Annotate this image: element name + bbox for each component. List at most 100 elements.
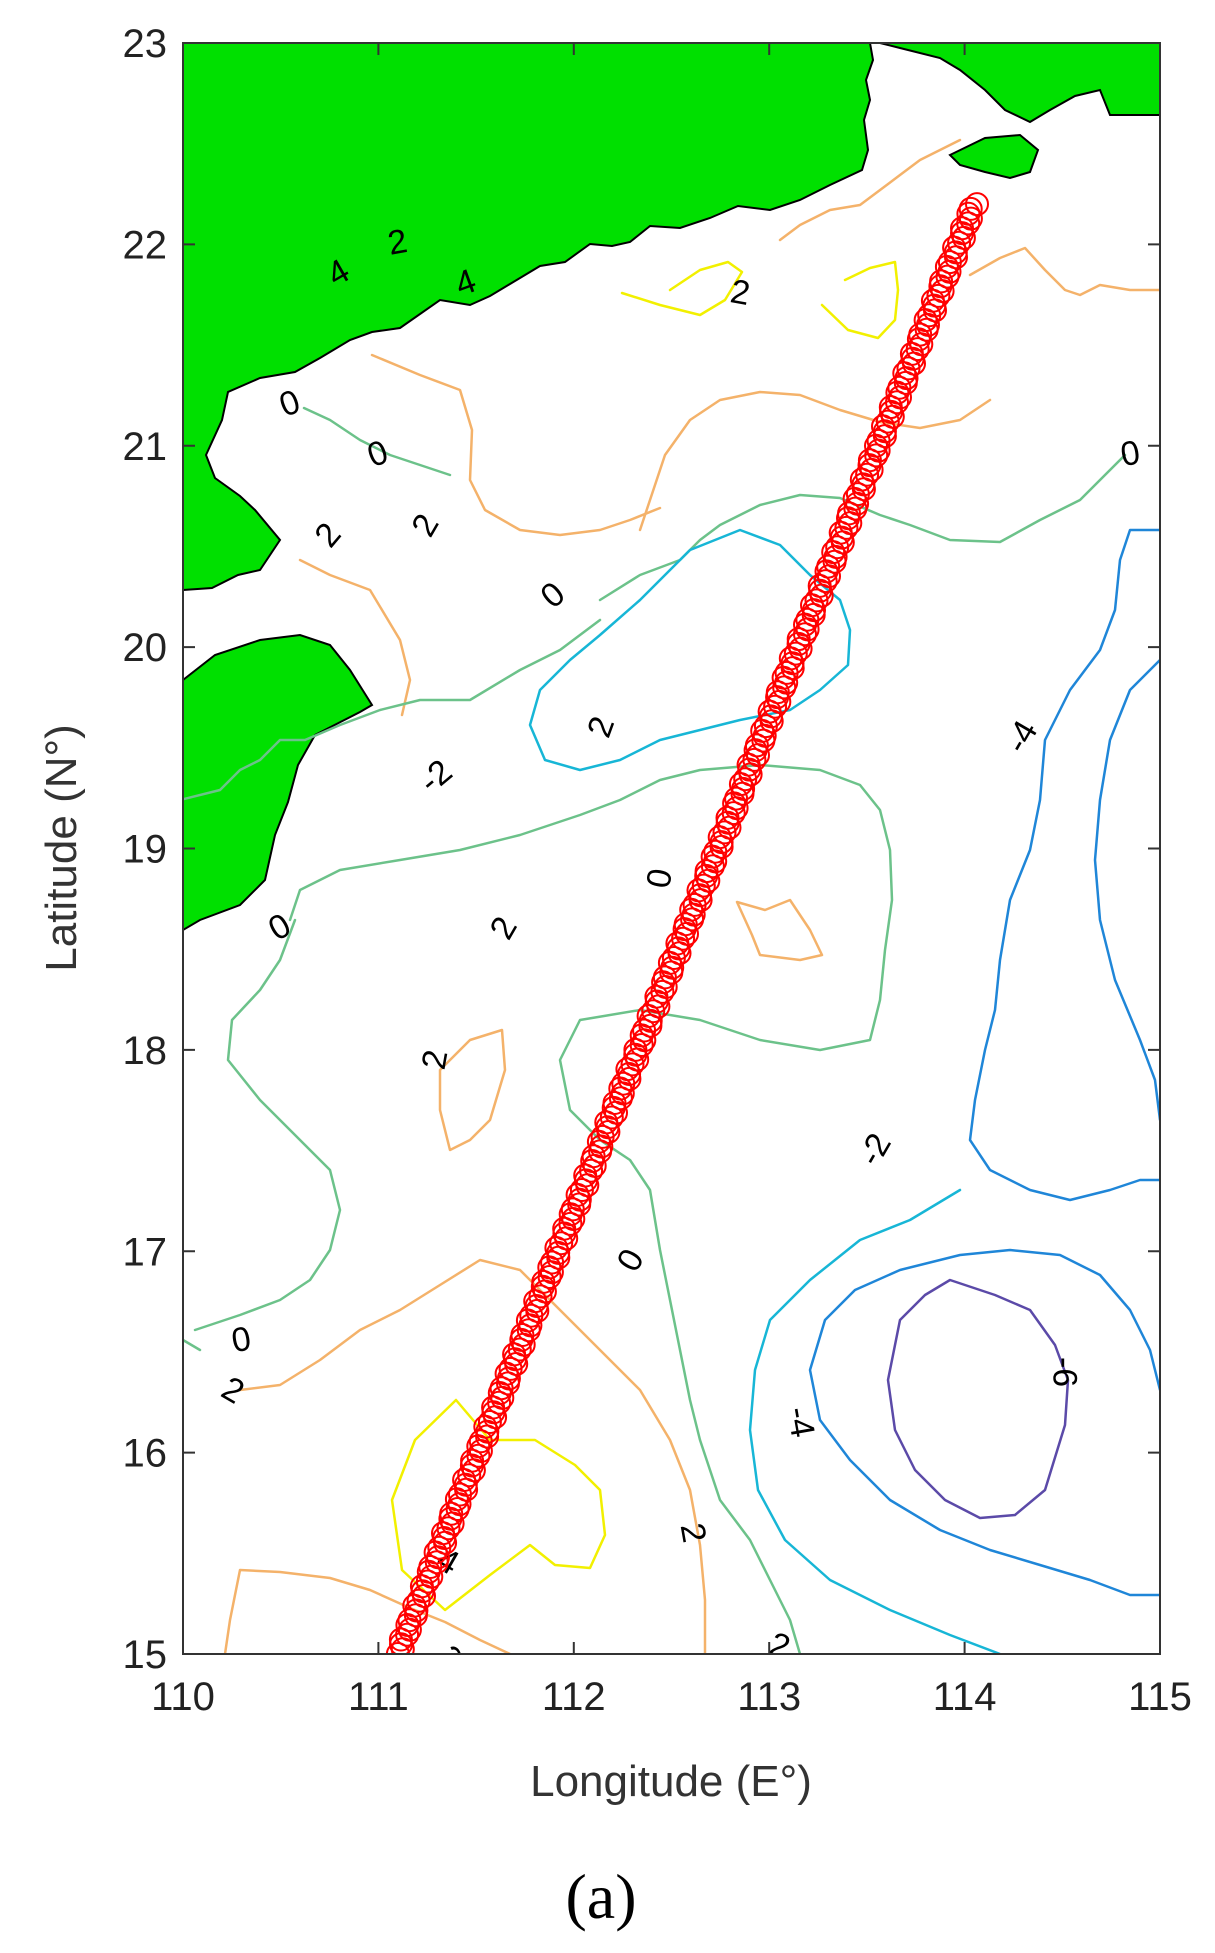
contour-line <box>390 1398 607 1612</box>
y-tick-label: 23 <box>123 22 168 66</box>
contour-line <box>298 558 412 717</box>
contour-line <box>1093 658 1160 1122</box>
track-point <box>531 1269 556 1294</box>
contour-line <box>968 246 1160 297</box>
track-point <box>579 1158 604 1183</box>
track-point <box>460 1448 485 1473</box>
contour-line <box>748 1188 1002 1654</box>
panel-label: (a) <box>565 1861 636 1932</box>
track-point <box>956 201 981 226</box>
track-point <box>965 192 989 217</box>
y-tick-label: 21 <box>123 425 168 469</box>
y-tick-label: 19 <box>123 828 168 872</box>
track-point <box>813 569 838 594</box>
x-tick-label: 113 <box>737 1675 801 1719</box>
x-tick-label: 114 <box>933 1675 997 1719</box>
track-point <box>958 206 983 231</box>
track-point <box>439 1501 464 1526</box>
track-point <box>650 979 675 1004</box>
track-point <box>599 1105 624 1130</box>
track-point <box>763 694 788 719</box>
track-point <box>558 1211 583 1236</box>
contour-line <box>183 618 602 801</box>
track-point <box>947 230 972 255</box>
y-tick-label: 17 <box>123 1230 168 1274</box>
track-point <box>712 820 737 845</box>
contour-line <box>288 763 894 1654</box>
track-point <box>528 1284 553 1309</box>
contour-line <box>223 1568 512 1654</box>
track-point <box>629 1033 654 1057</box>
track-point <box>623 1037 648 1062</box>
track-point <box>487 1390 512 1415</box>
land-island <box>948 133 1040 180</box>
x-axis: 110 111 112 113 114 115 <box>151 43 1192 1719</box>
track-point <box>875 409 900 434</box>
track-point <box>834 515 859 540</box>
track-point <box>721 801 746 826</box>
y-tick-label: 20 <box>123 626 168 670</box>
y-tick-label: 16 <box>123 1432 168 1476</box>
x-tick-label: 111 <box>348 1675 409 1719</box>
track-point <box>956 211 981 236</box>
y-axis-label: Latitude (N°) <box>37 724 86 971</box>
x-tick-label: 110 <box>151 1675 215 1719</box>
y-axis: 15 16 17 18 19 20 21 22 23 <box>123 22 1160 1677</box>
track-point <box>620 1052 645 1077</box>
contour-label: -4 <box>779 1404 822 1440</box>
contour-line <box>193 918 342 1332</box>
contour-lines <box>183 138 1160 1654</box>
track-point <box>415 1569 440 1594</box>
track-point <box>950 216 974 241</box>
track-point <box>507 1337 532 1362</box>
land-mainland <box>183 43 875 592</box>
track-point <box>855 462 880 487</box>
track-point <box>804 588 829 613</box>
track-point <box>385 1642 410 1654</box>
satellite-track <box>385 192 989 1654</box>
contour-line <box>886 1278 1070 1520</box>
track-point <box>436 1516 461 1541</box>
track-point <box>602 1091 627 1115</box>
track-point <box>700 854 725 879</box>
track-point <box>457 1463 482 1488</box>
track-point <box>477 1410 502 1434</box>
track-point <box>691 873 716 898</box>
contour-label: -6 <box>1045 1357 1083 1387</box>
contour-line <box>735 898 824 962</box>
contour-line <box>638 390 992 532</box>
track-point <box>537 1265 562 1289</box>
contour-line <box>968 528 1160 1202</box>
y-tick-label: 22 <box>123 223 168 267</box>
x-axis-label: Longitude (E°) <box>530 1757 812 1806</box>
track-point <box>765 680 790 705</box>
track-point <box>864 443 889 468</box>
track-point <box>671 926 696 951</box>
track-point <box>926 283 951 308</box>
track-point <box>786 627 811 652</box>
contour-line <box>620 260 744 317</box>
track-point <box>857 448 882 473</box>
x-tick-label: 115 <box>1128 1675 1192 1719</box>
track-point <box>905 337 930 362</box>
track-point <box>694 859 719 884</box>
y-tick-label: 18 <box>123 1029 168 1073</box>
track-point <box>885 390 909 415</box>
track-point <box>466 1443 491 1468</box>
contour-line <box>302 406 452 477</box>
contour-line <box>438 1028 507 1152</box>
y-tick-label: 15 <box>123 1633 168 1677</box>
track-point <box>783 641 808 666</box>
contour-line <box>778 138 962 242</box>
contour-line <box>820 260 900 340</box>
track-point <box>929 269 954 294</box>
track-point <box>958 196 983 221</box>
x-tick-label: 112 <box>542 1675 606 1719</box>
land-northeast <box>879 43 1160 124</box>
contour-line <box>808 1248 1160 1597</box>
track-point <box>549 1231 574 1256</box>
contour-line <box>183 1338 202 1352</box>
contour-line <box>238 1258 707 1654</box>
